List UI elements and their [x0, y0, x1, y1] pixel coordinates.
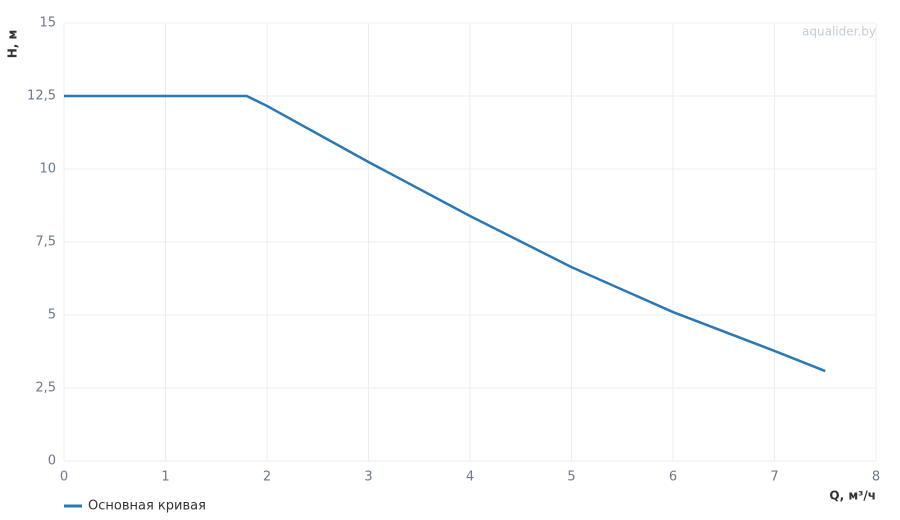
- y-axis-label: H, м: [6, 30, 20, 59]
- y-tick-label: 7,5: [35, 235, 56, 250]
- y-tick-label: 10: [39, 162, 56, 177]
- x-tick-label: 4: [466, 470, 474, 485]
- y-tick-label: 5: [48, 308, 56, 323]
- x-tick-label: 1: [161, 470, 169, 485]
- line: [64, 94, 826, 373]
- x-tick-label: 3: [364, 470, 372, 485]
- x-tick-label: 6: [669, 470, 677, 485]
- x-axis-label: Q, м³/ч: [829, 489, 876, 503]
- y-tick-label: 2,5: [35, 381, 56, 396]
- watermark: aqualider.by: [802, 25, 876, 39]
- x-tick-label: 7: [770, 470, 778, 485]
- legend-label: Основная кривая: [88, 499, 206, 514]
- y-tick-label: 0: [48, 454, 56, 469]
- x-tick-label: 0: [60, 470, 68, 485]
- x-tick-label: 5: [567, 470, 575, 485]
- y-tick-label: 15: [39, 16, 56, 31]
- x-tick-label: 2: [263, 470, 271, 485]
- y-tick-label: 12,5: [27, 89, 56, 104]
- x-tick-label: 8: [872, 470, 880, 485]
